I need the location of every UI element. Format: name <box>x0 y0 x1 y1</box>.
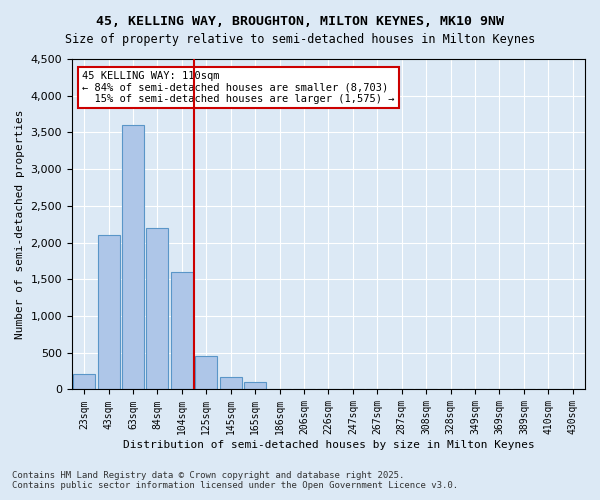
Text: Size of property relative to semi-detached houses in Milton Keynes: Size of property relative to semi-detach… <box>65 32 535 46</box>
Bar <box>73 374 95 390</box>
Bar <box>171 272 193 390</box>
Bar <box>146 228 169 390</box>
X-axis label: Distribution of semi-detached houses by size in Milton Keynes: Distribution of semi-detached houses by … <box>122 440 535 450</box>
Bar <box>195 356 217 390</box>
Bar <box>220 376 242 390</box>
Text: 45, KELLING WAY, BROUGHTON, MILTON KEYNES, MK10 9NW: 45, KELLING WAY, BROUGHTON, MILTON KEYNE… <box>96 15 504 28</box>
Y-axis label: Number of semi-detached properties: Number of semi-detached properties <box>15 110 25 339</box>
Bar <box>98 236 119 390</box>
Text: 45 KELLING WAY: 110sqm
← 84% of semi-detached houses are smaller (8,703)
  15% o: 45 KELLING WAY: 110sqm ← 84% of semi-det… <box>82 71 395 104</box>
Text: Contains HM Land Registry data © Crown copyright and database right 2025.
Contai: Contains HM Land Registry data © Crown c… <box>12 470 458 490</box>
Bar <box>122 125 144 390</box>
Bar <box>244 382 266 390</box>
